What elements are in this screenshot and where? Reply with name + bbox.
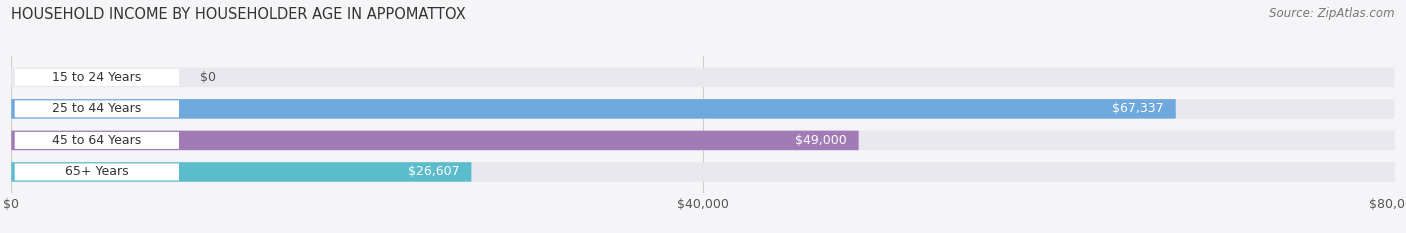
FancyBboxPatch shape [14, 132, 179, 149]
FancyBboxPatch shape [14, 100, 179, 117]
FancyBboxPatch shape [11, 99, 1395, 119]
Text: $0: $0 [200, 71, 215, 84]
Text: $26,607: $26,607 [408, 165, 460, 178]
FancyBboxPatch shape [11, 131, 1395, 150]
Text: $49,000: $49,000 [794, 134, 846, 147]
Text: 25 to 44 Years: 25 to 44 Years [52, 102, 142, 115]
Text: Source: ZipAtlas.com: Source: ZipAtlas.com [1270, 7, 1395, 20]
FancyBboxPatch shape [11, 131, 859, 150]
Text: 15 to 24 Years: 15 to 24 Years [52, 71, 142, 84]
Text: $67,337: $67,337 [1112, 102, 1164, 115]
FancyBboxPatch shape [14, 69, 179, 86]
FancyBboxPatch shape [11, 68, 1395, 87]
Text: HOUSEHOLD INCOME BY HOUSEHOLDER AGE IN APPOMATTOX: HOUSEHOLD INCOME BY HOUSEHOLDER AGE IN A… [11, 7, 465, 22]
FancyBboxPatch shape [11, 162, 1395, 182]
FancyBboxPatch shape [11, 162, 471, 182]
Text: 45 to 64 Years: 45 to 64 Years [52, 134, 142, 147]
FancyBboxPatch shape [14, 163, 179, 181]
FancyBboxPatch shape [11, 99, 1175, 119]
Text: 65+ Years: 65+ Years [65, 165, 129, 178]
